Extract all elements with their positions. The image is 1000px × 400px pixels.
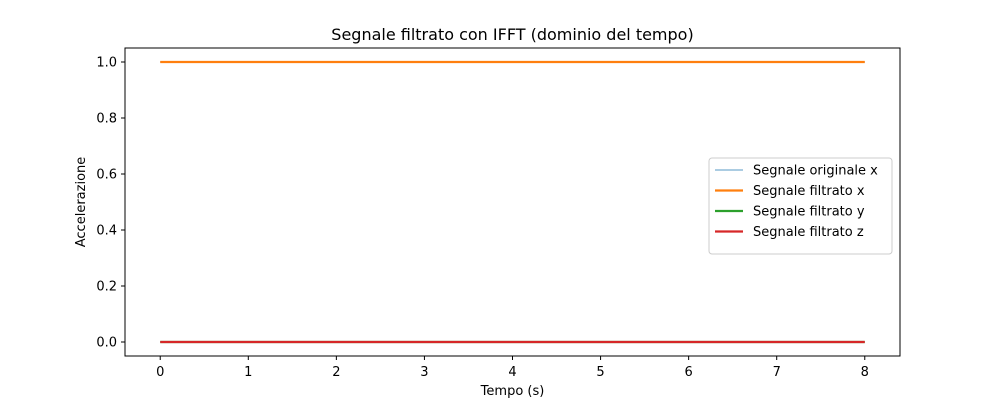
series-layer (160, 60, 865, 344)
legend-box (708, 157, 893, 255)
legend-label-2: Segnale filtrato x (753, 184, 865, 199)
x-tick-label: 4 (508, 365, 516, 380)
y-axis-ticks: 0.0 0.2 0.4 0.6 0.8 1.0 (96, 56, 125, 351)
x-tick-label: 6 (684, 365, 692, 380)
legend-label-4: Segnale filtrato z (753, 225, 864, 240)
y-tick-label: 1.0 (96, 56, 117, 71)
y-tick-label: 0.0 (96, 336, 117, 351)
y-axis-label: Accelerazione (74, 157, 89, 248)
x-axis-label: Tempo (s) (480, 384, 545, 399)
y-tick-label: 0.8 (96, 112, 117, 127)
legend-label-3: Segnale filtrato y (753, 205, 865, 220)
y-tick-label: 0.4 (96, 224, 117, 239)
x-tick-label: 0 (156, 365, 164, 380)
x-tick-label: 8 (861, 365, 869, 380)
x-tick-label: 5 (596, 365, 604, 380)
x-tick-label: 7 (773, 365, 781, 380)
x-tick-label: 2 (332, 365, 340, 380)
y-tick-label: 0.6 (96, 168, 117, 183)
x-axis-ticks: 0 1 2 3 4 5 6 7 8 (156, 356, 869, 380)
y-tick-label: 0.2 (96, 280, 117, 295)
chart-title: Segnale filtrato con IFFT (dominio del t… (331, 25, 693, 44)
x-tick-label: 1 (244, 365, 252, 380)
x-tick-label: 3 (420, 365, 428, 380)
legend-label-1: Segnale originale x (753, 164, 878, 179)
legend: Segnale originale x Segnale filtrato x Seg… (708, 157, 893, 255)
